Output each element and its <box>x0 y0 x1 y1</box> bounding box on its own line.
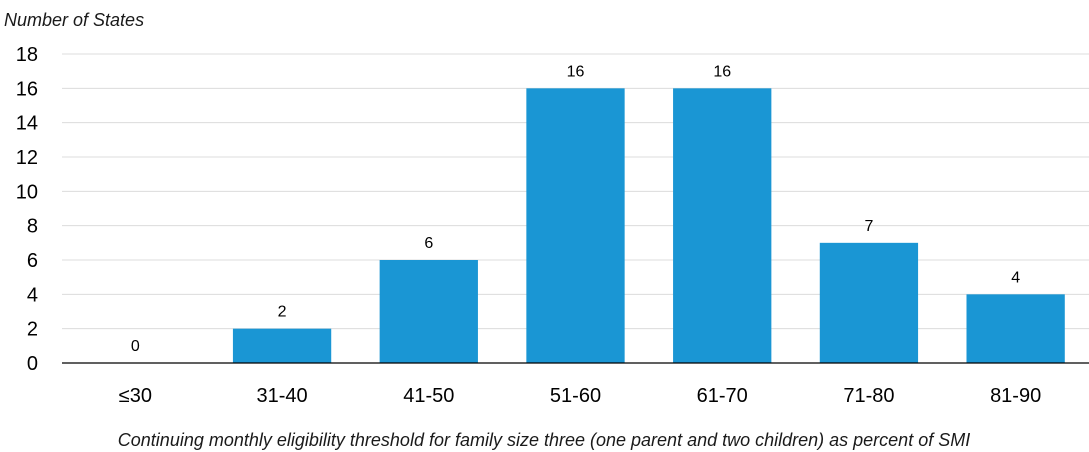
y-tick-label: 16 <box>16 78 38 100</box>
y-tick-label: 18 <box>16 44 38 66</box>
y-axis-ticks: 0 2 4 6 8 10 12 14 16 18 <box>16 44 38 375</box>
data-label: 2 <box>278 304 287 321</box>
bar <box>526 88 625 363</box>
y-tick-label: 4 <box>27 284 38 306</box>
data-label: 4 <box>1011 269 1020 286</box>
data-labels: 0 2 6 16 16 7 4 <box>131 63 1020 355</box>
bar <box>232 328 332 363</box>
y-tick-label: 6 <box>27 250 38 272</box>
bar <box>673 88 772 363</box>
y-tick-label: 2 <box>27 319 38 341</box>
data-label: 16 <box>713 63 731 80</box>
x-tick-label: 41-50 <box>403 385 454 407</box>
data-label: 7 <box>864 218 873 235</box>
bar <box>966 294 1065 363</box>
x-tick-label: ≤30 <box>119 385 152 407</box>
x-tick-label: 71-80 <box>843 385 894 407</box>
x-tick-label: 81-90 <box>990 385 1041 407</box>
x-axis-ticks: ≤30 31-40 41-50 51-60 61-70 71-80 81-90 <box>119 385 1041 407</box>
y-tick-label: 10 <box>16 181 38 203</box>
x-tick-label: 51-60 <box>550 385 601 407</box>
data-label: 0 <box>131 338 140 355</box>
y-axis-title: Number of States <box>4 10 144 30</box>
data-label: 16 <box>567 63 585 80</box>
y-tick-label: 12 <box>16 147 38 169</box>
y-tick-label: 8 <box>27 216 38 238</box>
data-label: 6 <box>424 235 433 252</box>
x-tick-label: 31-40 <box>256 385 307 407</box>
x-tick-label: 61-70 <box>697 385 748 407</box>
x-axis-title: Continuing monthly eligibility threshold… <box>118 430 970 450</box>
bar <box>379 260 478 363</box>
y-tick-label: 0 <box>27 353 38 375</box>
bar <box>819 242 919 363</box>
y-tick-label: 14 <box>16 113 38 135</box>
bars <box>232 88 1065 363</box>
